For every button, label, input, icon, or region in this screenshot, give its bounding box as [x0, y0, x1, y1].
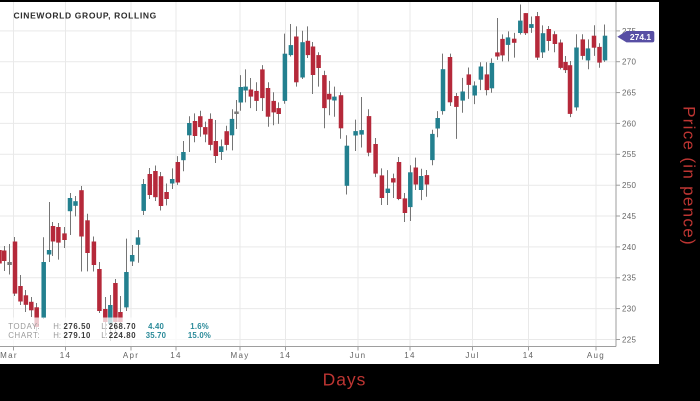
svg-text:Mar: Mar — [0, 351, 18, 360]
svg-text:H:: H: — [53, 322, 61, 331]
svg-text:235: 235 — [622, 274, 636, 283]
svg-text:L:: L: — [101, 331, 108, 340]
svg-text:May: May — [230, 351, 249, 360]
svg-text:4.40: 4.40 — [148, 322, 164, 331]
svg-text:276.50: 276.50 — [64, 322, 92, 331]
svg-text:240: 240 — [622, 243, 636, 252]
svg-text:35.70: 35.70 — [146, 331, 167, 340]
svg-text:14: 14 — [170, 351, 182, 360]
svg-text:14: 14 — [280, 351, 292, 360]
svg-text:224.80: 224.80 — [109, 331, 137, 340]
svg-text:14: 14 — [404, 351, 416, 360]
svg-text:L:: L: — [101, 322, 108, 331]
svg-text:245: 245 — [622, 212, 636, 221]
svg-text:H:: H: — [53, 331, 61, 340]
svg-text:Price (in pence): Price (in pence) — [680, 106, 699, 246]
svg-text:265: 265 — [622, 89, 636, 98]
svg-text:Jun: Jun — [350, 351, 367, 360]
svg-text:14: 14 — [523, 351, 535, 360]
svg-text:Jul: Jul — [465, 351, 479, 360]
svg-text:225: 225 — [622, 335, 636, 344]
svg-text:270: 270 — [622, 58, 636, 67]
svg-text:268.70: 268.70 — [109, 322, 137, 331]
svg-text:Aug: Aug — [587, 351, 605, 360]
svg-text:279.10: 279.10 — [64, 331, 92, 340]
svg-text:14: 14 — [60, 351, 72, 360]
svg-text:274.1: 274.1 — [630, 32, 652, 42]
svg-text:Apr: Apr — [123, 351, 139, 360]
svg-text:1.6%: 1.6% — [190, 322, 209, 331]
svg-text:CHART:: CHART: — [8, 331, 40, 340]
svg-text:15.0%: 15.0% — [188, 331, 211, 340]
svg-text:250: 250 — [622, 181, 636, 190]
svg-text:230: 230 — [622, 305, 636, 314]
svg-text:Days: Days — [323, 370, 367, 390]
svg-text:TODAY:: TODAY: — [8, 322, 40, 331]
svg-text:CINEWORLD GROUP, ROLLING: CINEWORLD GROUP, ROLLING — [14, 11, 157, 21]
svg-text:255: 255 — [622, 150, 636, 159]
svg-text:260: 260 — [622, 119, 636, 128]
